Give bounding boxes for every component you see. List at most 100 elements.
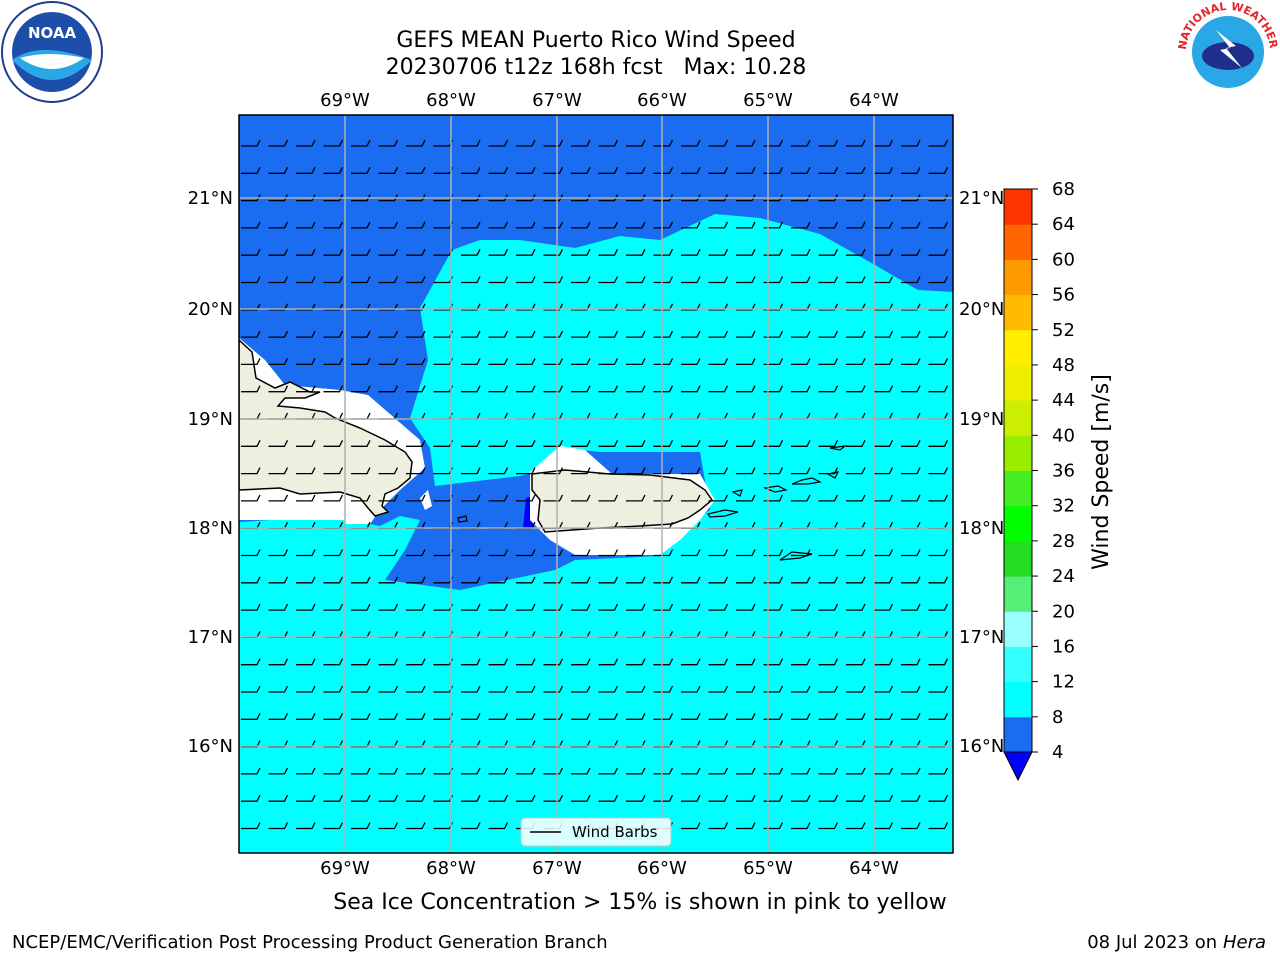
wind-barb [901, 794, 921, 802]
wind-barb [323, 139, 344, 147]
wind-barb [516, 713, 536, 720]
wind-barb [241, 167, 261, 174]
wind-barb [763, 549, 784, 557]
wind-barb [653, 167, 674, 174]
wind-barb [791, 603, 811, 611]
map-frame [238, 114, 954, 854]
wind-barb [488, 358, 509, 366]
wind-barb [598, 330, 619, 338]
wind-barb [653, 685, 674, 693]
wind-barb [736, 167, 756, 174]
wind-barb [791, 494, 811, 502]
wind-barb [763, 167, 784, 174]
wind-barb [681, 221, 701, 229]
wind-barb [296, 303, 316, 311]
wind-barb [406, 767, 426, 775]
wind-barb [351, 330, 371, 338]
wind-barb [736, 221, 756, 229]
wind-barb [461, 494, 481, 502]
wind-barb [791, 167, 811, 174]
wind-barb [268, 303, 289, 311]
wind-barb [268, 549, 289, 557]
wind-barb [378, 276, 399, 284]
colorbar-tick-label: 20 [1052, 601, 1075, 622]
wind-barb [763, 603, 784, 611]
wind-barb [351, 139, 371, 147]
wind-barb [351, 794, 371, 802]
colorbar-tick-label: 64 [1052, 214, 1075, 235]
lat-label: 17°N [188, 627, 233, 648]
wind-barb [818, 440, 839, 447]
wind-barb [296, 167, 316, 174]
wind-barb [543, 276, 564, 284]
wind-barb [241, 221, 261, 229]
wind-barb [708, 767, 729, 775]
wind-barb [516, 467, 536, 475]
wind-barb [736, 685, 756, 693]
wind-barb [488, 822, 509, 830]
wind-barb [461, 248, 481, 256]
wind-barb [351, 358, 371, 366]
wind-barb [791, 385, 811, 393]
wind-barb [406, 603, 426, 611]
wind-barb [323, 440, 344, 447]
wind-barb [461, 358, 481, 366]
wind-barb [708, 303, 729, 311]
wind-barb [873, 713, 894, 720]
wind-barb [598, 494, 619, 502]
wind-barb [873, 603, 894, 611]
wind-barb [323, 385, 344, 393]
land-mona-island [457, 515, 468, 523]
wind-barb [626, 467, 646, 475]
wind-barb [543, 767, 564, 775]
wind-barb [873, 330, 894, 338]
wind-barb [901, 549, 921, 557]
wind-barb [818, 549, 839, 557]
wind-barb [351, 221, 371, 229]
wind-barb [488, 440, 509, 447]
wind-barb [791, 330, 811, 338]
wind-barb [488, 221, 509, 229]
wind-barb [763, 440, 784, 447]
wind-barb [901, 139, 921, 147]
map-gridlines [239, 115, 953, 853]
wind-barb [516, 194, 536, 202]
wind-barb [791, 440, 811, 447]
wind-barb [928, 713, 949, 720]
wind-barb [461, 139, 481, 147]
wind-barb [873, 549, 894, 557]
wind-barb [378, 358, 399, 366]
wind-barb [791, 194, 811, 202]
lon-label: 67°W [532, 90, 582, 111]
wind-barb [901, 713, 921, 720]
wind-barb [846, 167, 866, 174]
wind-barb [736, 303, 756, 311]
wind-barb [791, 658, 811, 666]
wind-barb [296, 358, 316, 366]
lon-label: 64°W [849, 90, 899, 111]
wind-barb [571, 248, 591, 256]
wind-barb [846, 248, 866, 256]
wind-barb [873, 494, 894, 502]
wind-barb [241, 603, 261, 611]
wind-barb [653, 276, 674, 284]
wind-barb [406, 822, 426, 830]
wind-barb [736, 194, 756, 202]
wind-barb [626, 385, 646, 393]
wind-barb [488, 303, 509, 311]
wind-barb [901, 603, 921, 611]
wind-barb [846, 139, 866, 147]
wind-barb [268, 685, 289, 693]
wind-barb [268, 248, 289, 256]
wind-barb [323, 194, 344, 202]
wind-barb [681, 330, 701, 338]
sea-ice-note: Sea Ice Concentration > 15% is shown in … [333, 890, 947, 915]
wind-barb [901, 303, 921, 311]
colorbar-tick-label: 40 [1052, 425, 1075, 446]
wind-barb [681, 822, 701, 830]
wind-barb [461, 221, 481, 229]
wind-barb [763, 767, 784, 775]
lat-label: 18°N [188, 518, 233, 539]
wind-barb [323, 221, 344, 229]
wind-barb [378, 603, 399, 611]
